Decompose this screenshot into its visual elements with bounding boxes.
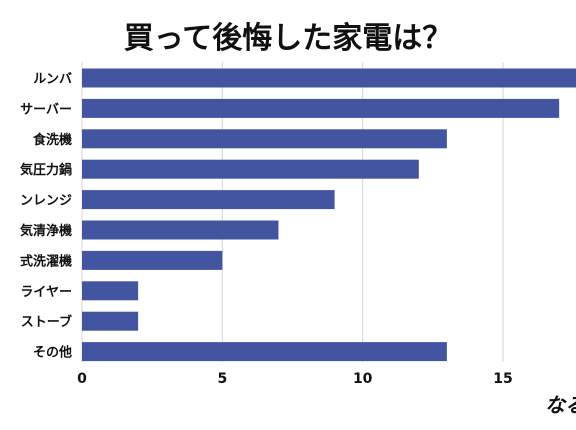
bar	[82, 220, 279, 240]
bar	[82, 281, 139, 301]
x-axis-ticks: 0 5 10 15	[77, 371, 513, 387]
bar	[82, 311, 139, 331]
category-label: 式洗濯機	[20, 253, 72, 269]
bar	[82, 129, 447, 149]
bar	[82, 250, 223, 270]
bar	[82, 342, 447, 362]
bar	[82, 98, 560, 118]
category-label: 気清浄機	[20, 223, 72, 239]
x-tick-label: 15	[493, 371, 512, 387]
bar	[82, 190, 335, 210]
category-label: サーバー	[20, 102, 72, 117]
watermark-logo: なる	[545, 393, 576, 417]
category-label: ライヤー	[20, 285, 72, 300]
category-label: ンレンジ	[20, 194, 72, 209]
bar	[82, 159, 419, 179]
chart-title: 買って後悔した家電は？	[124, 21, 453, 56]
x-tick-label: 0	[77, 371, 87, 387]
bars	[82, 68, 576, 362]
category-label: その他	[33, 345, 72, 361]
bar	[82, 68, 576, 88]
category-label: ストーブ	[21, 314, 72, 330]
svg-text:なる: なる	[545, 393, 576, 417]
category-label: ルンバ	[33, 72, 72, 87]
category-label: 食洗機	[33, 132, 72, 148]
x-tick-label: 10	[353, 371, 373, 387]
x-tick-label: 5	[217, 371, 227, 387]
category-label: 気圧力鍋	[20, 162, 72, 178]
